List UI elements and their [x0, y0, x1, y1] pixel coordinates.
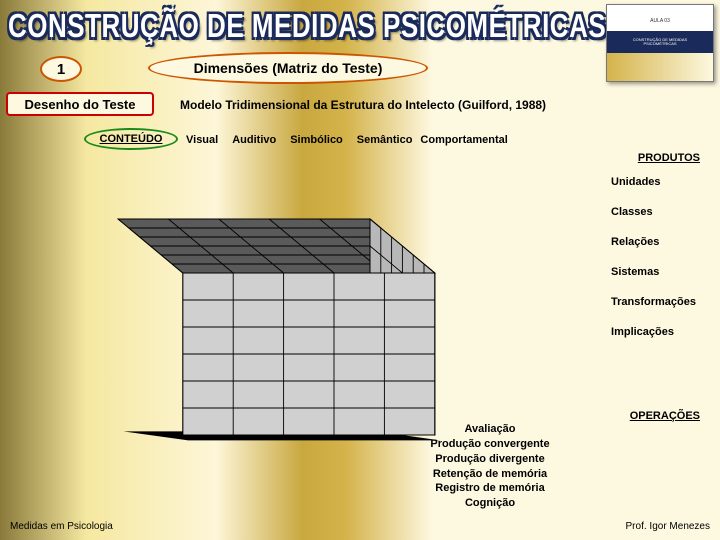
produtos-items: Unidades Classes Relações Sistemas Trans… — [611, 176, 696, 356]
produtos-item: Unidades — [611, 176, 696, 188]
produtos-item: Sistemas — [611, 266, 696, 278]
conteudo-axis-label: CONTEÚDO — [84, 128, 178, 150]
conteudo-item: Visual — [186, 134, 218, 146]
sidebar-label-box: Desenho do Teste — [6, 92, 154, 116]
produtos-item: Transformações — [611, 296, 696, 308]
produtos-item: Relações — [611, 236, 696, 248]
slide-thumbnail: AULA 03 CONSTRUÇÃO DE MEDIDAS PSICOMÉTRI… — [606, 4, 714, 82]
footer-right: Prof. Igor Menezes — [626, 521, 710, 532]
conteudo-items: Visual Auditivo Simbólico Semântico Comp… — [186, 134, 508, 146]
thumb-line2: PSICOMÉTRICAS — [643, 42, 676, 46]
produtos-axis-label: PRODUTOS — [638, 152, 700, 164]
footer-left: Medidas em Psicologia — [10, 521, 113, 532]
thumb-band: CONSTRUÇÃO DE MEDIDAS PSICOMÉTRICAS — [607, 31, 713, 53]
subtitle: Modelo Tridimensional da Estrutura do In… — [180, 98, 546, 112]
thumb-bg — [607, 53, 713, 81]
guilford-cube — [108, 156, 488, 516]
operacoes-axis-label: OPERAÇÕES — [630, 410, 700, 422]
thumb-aula: AULA 03 — [613, 11, 707, 31]
page-title: CONSTRUÇÃO DE MEDIDAS PSICOMÉTRICAS — [8, 6, 606, 46]
step-number-badge: 1 — [40, 56, 82, 82]
conteudo-item: Semântico — [357, 134, 413, 146]
conteudo-item: Comportamental — [420, 134, 507, 146]
step-title-badge: Dimensões (Matriz do Teste) — [148, 52, 428, 84]
conteudo-item: Auditivo — [232, 134, 276, 146]
produtos-item: Classes — [611, 206, 696, 218]
conteudo-item: Simbólico — [290, 134, 343, 146]
produtos-item: Implicações — [611, 326, 696, 338]
